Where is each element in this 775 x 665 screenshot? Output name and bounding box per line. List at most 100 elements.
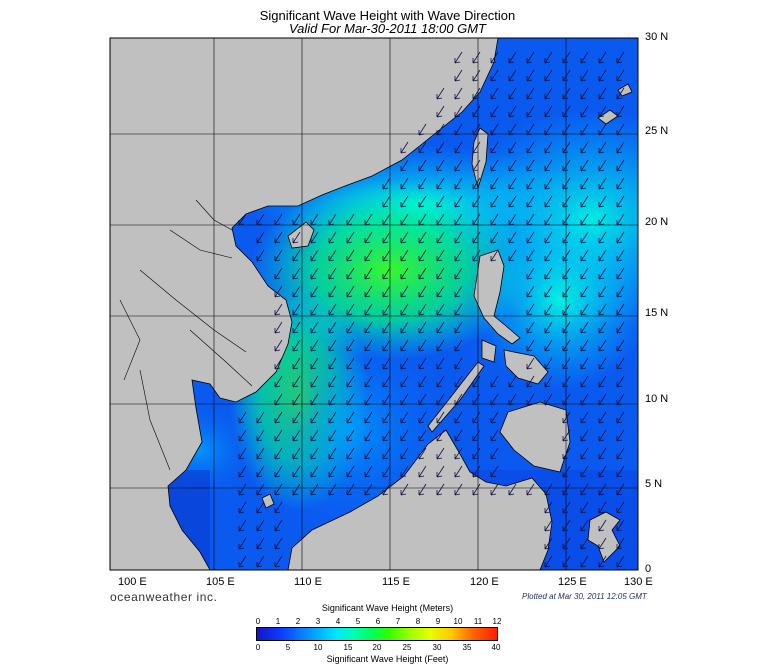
wave-direction-arrow [526,393,535,406]
y-tick-label: 0 [645,563,652,575]
colorbar-meter-tick: 1 [275,617,281,626]
wave-direction-arrow [472,429,481,442]
wave-direction-arrow [580,249,589,262]
wave-direction-arrow [400,285,409,298]
wave-direction-arrow [274,465,283,478]
wave-direction-arrow [292,339,301,352]
wave-direction-arrow [454,87,463,100]
y-tick-label: 10 N [645,393,669,405]
wave-direction-arrow [382,375,391,388]
wave-direction-arrow [562,195,571,208]
wave-direction-arrow [454,285,463,298]
wave-direction-arrow [562,465,571,478]
wave-direction-arrow [454,393,463,406]
wave-direction-arrow [490,51,499,64]
colorbar-feet-tick: 25 [402,643,412,652]
wave-direction-arrow [274,357,283,370]
wave-direction-arrow [364,321,373,334]
wave-direction-arrow [508,69,517,82]
colorbar-meter-tick: 4 [335,617,341,626]
wave-direction-arrow [400,267,409,280]
wave-direction-arrow [454,213,463,226]
wave-direction-arrow [544,69,553,82]
wave-direction-arrow [490,447,499,460]
wave-direction-arrow [400,429,409,442]
wave-direction-arrow [310,321,319,334]
x-tick-label: 110 E [294,576,322,588]
wave-direction-arrow [454,339,463,352]
wave-direction-arrow [418,357,427,370]
wave-direction-arrow [346,303,355,316]
wave-direction-arrow [562,429,571,442]
wave-direction-arrow [328,213,337,226]
wave-direction-arrow [598,213,607,226]
wave-direction-arrow [616,555,625,568]
wave-direction-arrow [508,249,517,262]
wave-direction-arrow [400,249,409,262]
wave-direction-arrow [580,123,589,136]
wave-direction-arrow [580,267,589,280]
wave-direction-arrow [238,447,247,460]
wave-direction-arrow [436,411,445,424]
wave-direction-arrow [274,393,283,406]
wave-direction-arrow [436,141,445,154]
wave-direction-arrow [418,321,427,334]
wave-direction-arrow [238,411,247,424]
colorbar-feet-tick: 20 [372,643,382,652]
wave-direction-arrow [472,69,481,82]
wave-direction-arrow [292,249,301,262]
wave-direction-arrow [292,447,301,460]
wave-direction-arrow [364,411,373,424]
wave-direction-arrow [526,357,535,370]
wave-direction-arrow [508,177,517,190]
wave-direction-arrow [454,429,463,442]
wave-direction-arrow [328,285,337,298]
wave-direction-arrow [436,483,445,496]
y-tick-label: 15 N [645,307,669,319]
wave-direction-arrow [310,249,319,262]
wave-direction-arrow [490,411,499,424]
wave-direction-arrow [526,483,535,496]
wave-direction-arrow [238,465,247,478]
wave-direction-arrow [436,123,445,136]
wave-direction-arrow [454,159,463,172]
x-tick-label: 100 E [118,576,147,588]
wave-direction-arrow [382,303,391,316]
wave-direction-arrow [526,303,535,316]
wave-direction-arrow [436,429,445,442]
wave-direction-arrow [598,87,607,100]
colorbar-meter-tick: 5 [355,617,361,626]
wave-direction-arrow [562,159,571,172]
wave-direction-arrow [490,177,499,190]
wave-direction-arrow [454,357,463,370]
wave-direction-arrow [346,267,355,280]
wave-direction-arrow [256,519,265,532]
wave-direction-arrow [274,483,283,496]
wave-direction-arrow [562,249,571,262]
wave-direction-arrow [328,357,337,370]
colorbar-meter-tick: 9 [435,617,441,626]
wave-direction-arrow [544,375,553,388]
wave-direction-arrow [454,231,463,244]
wave-direction-arrow [598,375,607,388]
luzon-island [473,249,521,345]
wave-direction-arrow [562,555,571,568]
wave-direction-arrow [454,123,463,136]
wave-direction-arrow [310,393,319,406]
wave-direction-arrow [436,339,445,352]
wave-direction-arrow [598,537,607,550]
wave-direction-arrow [580,231,589,244]
wave-direction-arrow [472,375,481,388]
wave-direction-arrow [274,231,283,244]
wave-direction-arrow [616,393,625,406]
wave-direction-arrow [598,321,607,334]
wave-direction-arrow [364,465,373,478]
wave-direction-arrow [418,447,427,460]
wave-direction-arrow [382,195,391,208]
wave-direction-arrow [364,303,373,316]
wave-direction-arrow [436,285,445,298]
wave-direction-arrow [562,177,571,190]
wave-direction-arrow [562,141,571,154]
wave-direction-arrow [580,105,589,118]
wave-direction-arrow [256,537,265,550]
